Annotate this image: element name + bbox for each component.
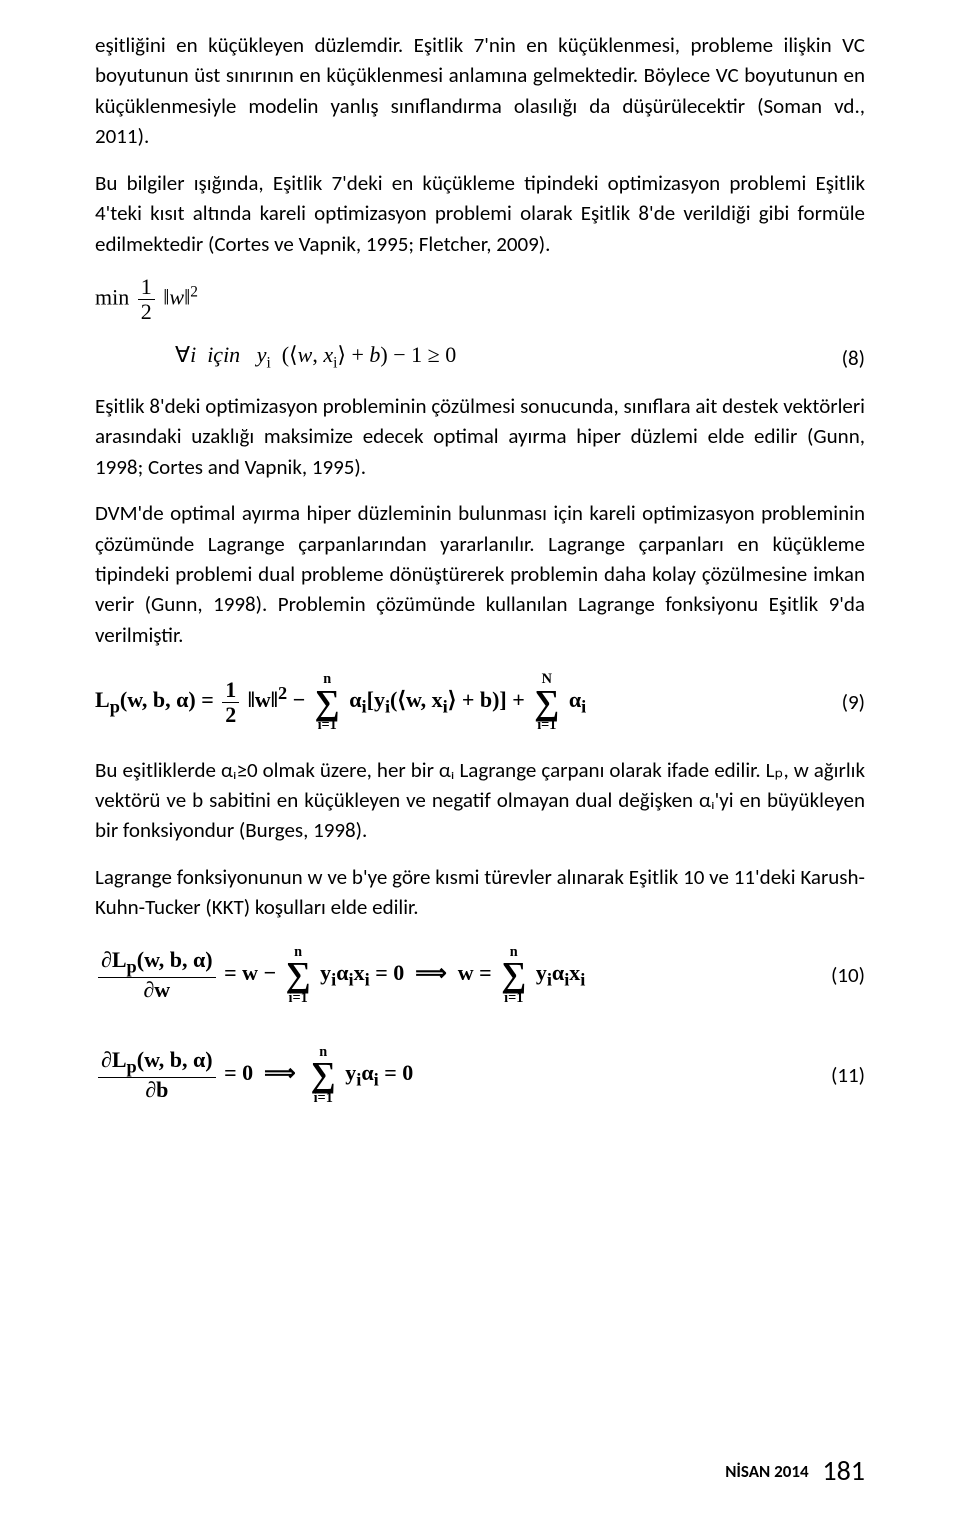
equation-11-block: ∂Lp(w, b, α) ∂b = 0 ⟹ n∑i=1 yiαi = 0 (11…: [95, 1045, 865, 1105]
eq8-min-line: min 12 ‖w‖2: [95, 275, 865, 324]
footer-page-number: 181: [822, 1453, 865, 1488]
eq8-constraint-row: ∀i için yi (⟨w, xi⟩ + b) − 1 ≥ 0 (8): [95, 342, 865, 372]
eq10-formula: ∂Lp(w, b, α) ∂w = w − n∑i=1 yiαixi = 0 ⟹…: [95, 945, 585, 1005]
eq9-number: (9): [842, 689, 865, 715]
paragraph-1: eşitliğini en küçükleyen düzlemdir. Eşit…: [95, 30, 865, 152]
paragraph-2: Bu bilgiler ışığında, Eşitlik 7'deki en …: [95, 168, 865, 259]
eq10-number: (10): [831, 962, 865, 988]
page-container: eşitliğini en küçükleyen düzlemdir. Eşit…: [0, 0, 960, 1518]
eq11-number: (11): [831, 1062, 865, 1088]
equation-9-block: Lp(w, b, α) = 12 ‖w‖2 − n∑i=1 αi[yi(⟨w, …: [95, 672, 865, 732]
paragraph-6: Lagrange fonksiyonunun w ve b'ye göre kı…: [95, 862, 865, 923]
eq8-number: (8): [842, 345, 865, 371]
eq8-constraint: ∀i için yi (⟨w, xi⟩ + b) − 1 ≥ 0: [175, 342, 456, 372]
page-footer: NİSAN 2014 181: [725, 1453, 865, 1488]
paragraph-3: Eşitlik 8'deki optimizasyon probleminin …: [95, 391, 865, 482]
paragraph-5: Bu eşitliklerde αᵢ≥0 olmak üzere, her bi…: [95, 755, 865, 846]
equation-8-block: min 12 ‖w‖2 ∀i için yi (⟨w, xi⟩ + b) − 1…: [95, 275, 865, 373]
paragraph-4: DVM'de optimal ayırma hiper düzleminin b…: [95, 498, 865, 650]
eq9-formula: Lp(w, b, α) = 12 ‖w‖2 − n∑i=1 αi[yi(⟨w, …: [95, 672, 586, 732]
eq11-formula: ∂Lp(w, b, α) ∂b = 0 ⟹ n∑i=1 yiαi = 0: [95, 1045, 413, 1105]
footer-date: NİSAN 2014: [725, 1461, 808, 1482]
equation-10-block: ∂Lp(w, b, α) ∂w = w − n∑i=1 yiαixi = 0 ⟹…: [95, 945, 865, 1005]
